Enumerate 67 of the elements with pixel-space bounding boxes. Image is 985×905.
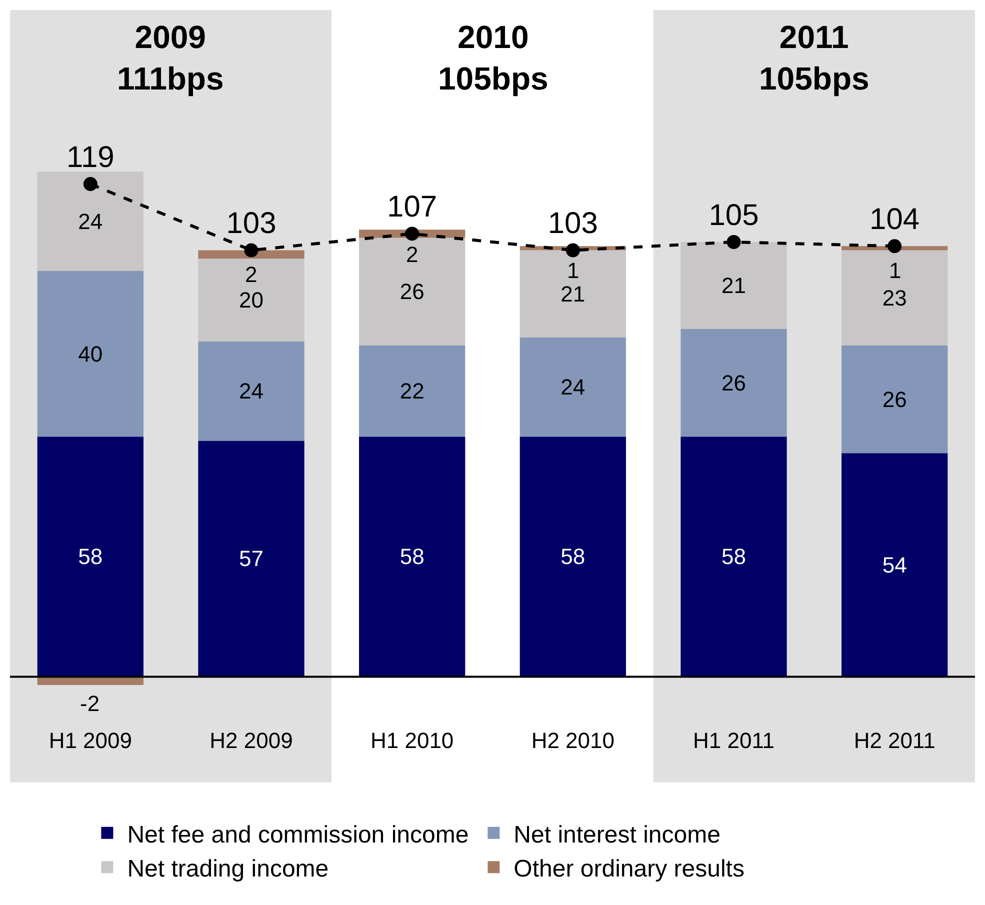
- data-label: 104: [870, 202, 920, 236]
- data-label: 57: [239, 546, 264, 572]
- data-label: 103: [548, 207, 598, 240]
- data-label: 2: [406, 242, 418, 267]
- band-label: 2010 105bps: [438, 19, 548, 97]
- bar: [37, 270, 144, 437]
- bar: [37, 436, 144, 677]
- data-label: 1: [567, 258, 580, 283]
- data-label: 26: [722, 370, 746, 396]
- data-label: 20: [239, 287, 264, 312]
- bar: [842, 453, 948, 677]
- bar: [198, 440, 304, 677]
- bar: [359, 436, 466, 677]
- data-label: 22: [400, 378, 424, 404]
- x-tick-label: H1 2009: [48, 728, 132, 753]
- legend-label: Net fee and commission income: [127, 821, 469, 848]
- data-label: 24: [78, 208, 103, 234]
- bar: [198, 341, 304, 441]
- data-label: 40: [78, 341, 103, 366]
- band-label: 2009 111bps: [117, 19, 224, 97]
- x-tick-label: H2 2009: [210, 728, 293, 753]
- point: [888, 239, 902, 254]
- point: [726, 235, 741, 250]
- data-label: 23: [882, 285, 907, 310]
- data-label: 21: [722, 272, 746, 298]
- data-label: 58: [722, 544, 746, 570]
- data-label: 105: [708, 198, 759, 232]
- data-label: 24: [239, 378, 264, 404]
- bar: [680, 436, 787, 677]
- data-label: 103: [226, 207, 276, 240]
- bar: [842, 346, 948, 454]
- bar: [520, 436, 626, 677]
- point: [244, 243, 258, 258]
- bar: [842, 250, 948, 346]
- data-label: 58: [78, 544, 103, 570]
- bar: [680, 328, 787, 437]
- x-tick-label: H2 2011: [854, 728, 936, 753]
- band-label: 2011 105bps: [759, 19, 870, 97]
- legend-label: Net interest income: [514, 821, 720, 848]
- bar: [198, 258, 304, 342]
- data-label: 107: [387, 190, 438, 224]
- data-label: 58: [560, 544, 586, 570]
- bar: [37, 676, 144, 685]
- data-label: 21: [560, 281, 586, 306]
- x-tick-label: H1 2010: [370, 728, 454, 753]
- bar: [520, 250, 626, 338]
- data-label: 24: [560, 374, 586, 400]
- bar: [359, 238, 466, 346]
- x-tick-label: H2 2010: [531, 728, 615, 753]
- data-label: 1: [889, 258, 902, 283]
- data-label: 26: [882, 386, 907, 412]
- data-label: 58: [400, 544, 424, 570]
- point: [405, 226, 420, 241]
- legend-label: Other ordinary results: [514, 855, 744, 882]
- bar: [520, 337, 626, 437]
- data-label: 26: [400, 279, 424, 304]
- data-label: 119: [66, 140, 114, 174]
- data-label: 2: [245, 262, 258, 287]
- point: [566, 243, 580, 258]
- point: [83, 177, 98, 192]
- legend-label: Net trading income: [127, 855, 329, 882]
- bar: [37, 172, 144, 271]
- data-label: 54: [882, 552, 907, 578]
- x-tick-label: H1 2011: [692, 728, 775, 753]
- bar: [359, 346, 466, 437]
- data-label: -2: [80, 691, 100, 716]
- bar: [680, 242, 787, 329]
